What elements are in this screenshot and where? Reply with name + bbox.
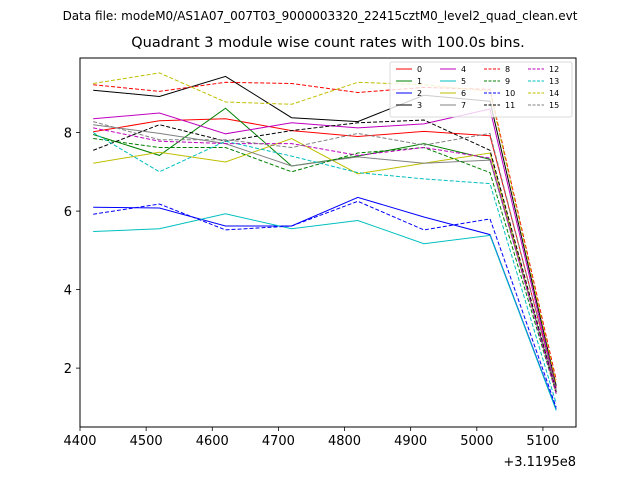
x-tick-label: 4400 [63, 434, 96, 449]
series-layer [92, 72, 557, 411]
x-tick-label: 4500 [130, 434, 163, 449]
series-line-6 [93, 137, 557, 394]
series-line-0 [93, 118, 557, 388]
plot-frame [79, 57, 577, 428]
legend-label-8: 8 [505, 65, 510, 74]
series-line-8 [93, 81, 557, 381]
axis-layer: 4400 4500 4600 4700 4800 4900 5000 5100 2 4 6 8 [63, 127, 559, 449]
series-line-10 [93, 200, 557, 408]
series-line-15 [93, 121, 557, 390]
legend-label-1: 1 [417, 77, 422, 86]
series-line-5 [93, 213, 557, 411]
y-tick-label: 6 [64, 205, 72, 220]
legend-label-2: 2 [417, 89, 422, 98]
figure-suptitle: Data file: modeM0/AS1A07_007T03_90000033… [62, 9, 578, 23]
x-tick-label: 4800 [328, 434, 361, 449]
legend-label-3: 3 [417, 101, 422, 110]
legend-label-9: 9 [505, 77, 510, 86]
legend-label-11: 11 [505, 101, 515, 110]
series-line-13 [92, 132, 557, 404]
series-line-11 [93, 119, 557, 392]
legend-label-14: 14 [549, 89, 559, 98]
y-tick-label: 8 [64, 127, 72, 142]
x-tick-label: 5000 [460, 434, 493, 449]
legend-label-12: 12 [549, 65, 559, 74]
y-tick-label: 2 [64, 362, 72, 377]
legend-label-6: 6 [461, 89, 466, 98]
series-line-1 [93, 107, 557, 392]
legend-label-10: 10 [505, 89, 515, 98]
y-tick-label: 4 [64, 284, 72, 299]
x-tick-label: 4700 [262, 434, 295, 449]
plot-title: Quadrant 3 module wise count rates with … [131, 35, 525, 51]
x-tick-label: 4600 [196, 434, 229, 449]
legend-label-15: 15 [549, 101, 559, 110]
legend-frame [389, 61, 573, 118]
series-line-12 [93, 127, 557, 394]
series-line-7 [93, 124, 557, 392]
legend-label-0: 0 [417, 65, 422, 74]
legend-label-7: 7 [461, 101, 466, 110]
x-offset-label: +3.1195e8 [503, 455, 576, 470]
series-line-3 [93, 75, 557, 386]
legend-label-4: 4 [461, 65, 466, 74]
series-line-2 [93, 196, 557, 410]
x-tick-label: 5100 [526, 434, 559, 449]
series-line-4 [93, 108, 557, 390]
x-tick-label: 4900 [394, 434, 427, 449]
legend-label-13: 13 [549, 77, 559, 86]
legend-label-5: 5 [461, 77, 466, 86]
series-line-9 [93, 138, 557, 394]
